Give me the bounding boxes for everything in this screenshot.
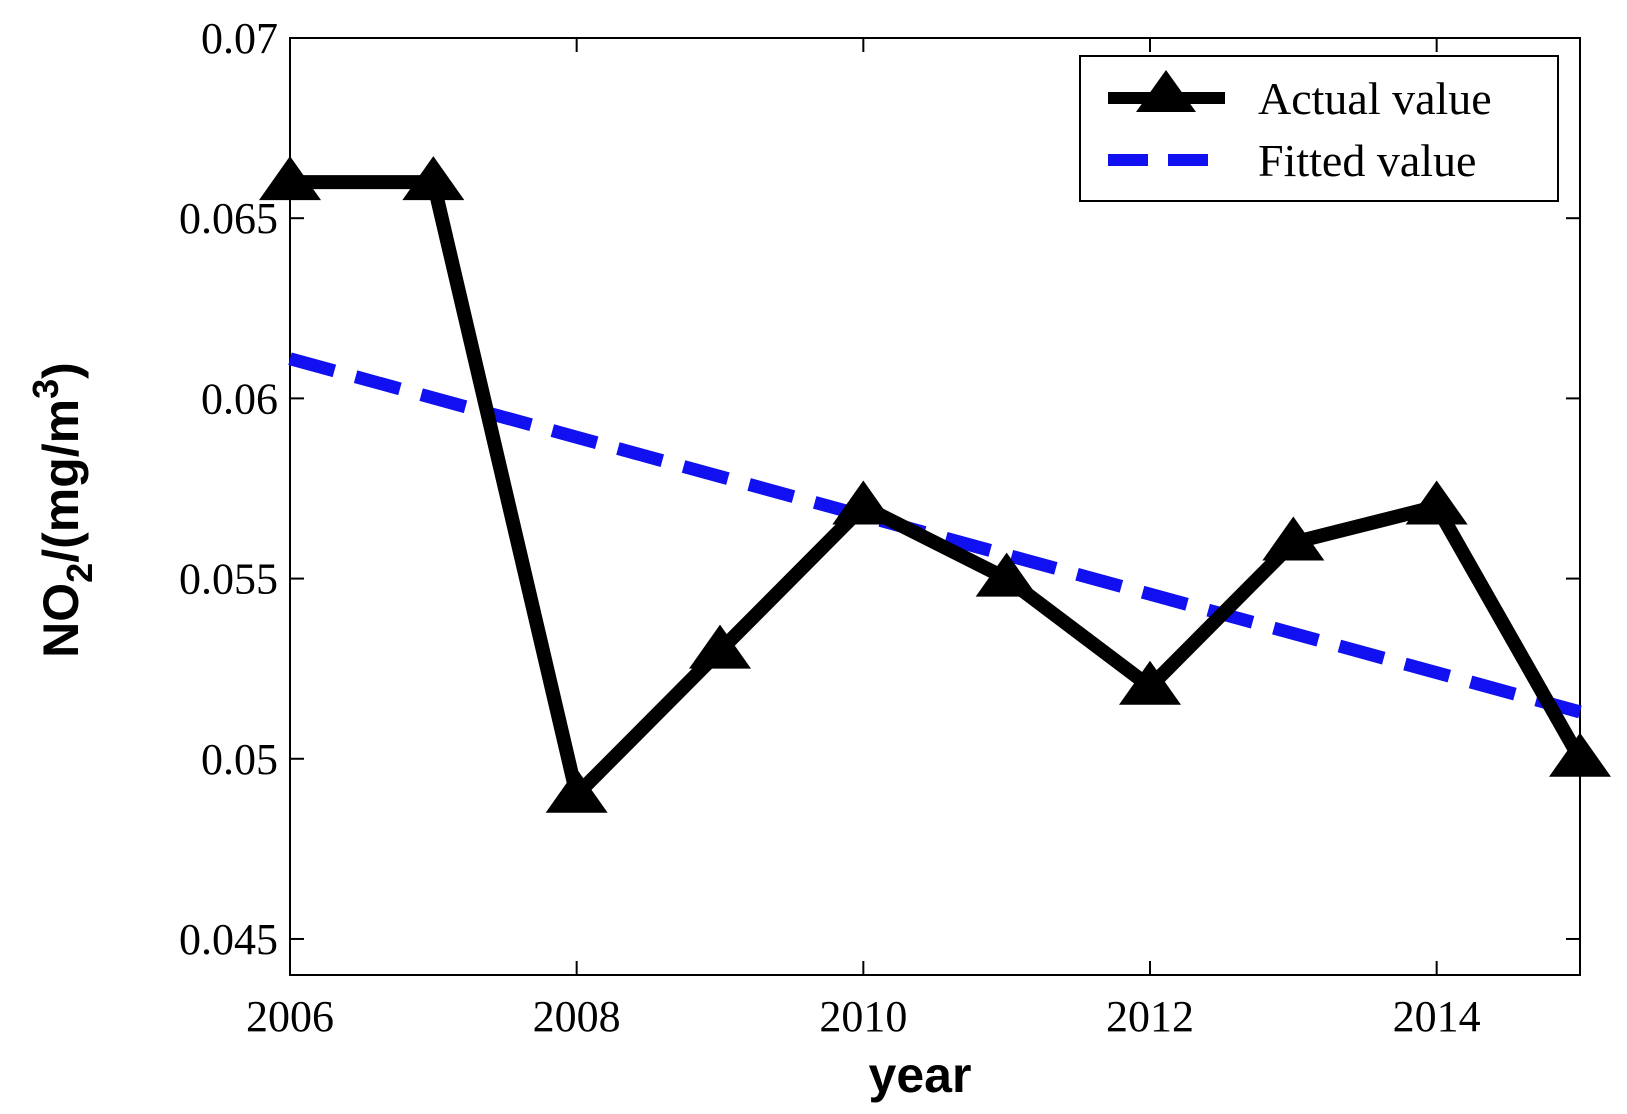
actual-value-point: [259, 156, 321, 201]
actual-value-point: [1405, 480, 1468, 525]
x-axis-title: year: [869, 1047, 972, 1103]
y-axis-title-unit: /(mg/m: [33, 399, 89, 563]
actual-value-point: [1549, 732, 1611, 777]
y-axis-title-close: ): [33, 362, 89, 379]
x-tick-label: 2012: [1106, 992, 1194, 1041]
axes-layer: 2006 2008 2010 2012 2014 0.045 0.05 0.055 0.06 0.…: [179, 14, 1581, 1041]
y-tick-label: 0.055: [179, 555, 278, 604]
actual-value-point: [1119, 660, 1181, 705]
y-axis-title: NO2/(mg/m3): [25, 362, 100, 658]
x-tick-label: 2008: [533, 992, 621, 1041]
series-fitted-value-line: [288, 352, 1582, 719]
x-tick-label: 2010: [819, 992, 907, 1041]
actual-value-point: [975, 552, 1038, 597]
y-tick-label: 0.045: [179, 915, 278, 964]
y-tick-label: 0.07: [201, 14, 278, 63]
y-axis-title-superscript: 3: [25, 379, 66, 399]
series-layer: [259, 156, 1611, 813]
x-tick-label: 2014: [1393, 992, 1481, 1041]
actual-value-point: [402, 156, 465, 201]
labels-layer: year NO2/(mg/m3): [25, 362, 971, 1103]
actual-value-point: [689, 624, 751, 669]
legend-actual-label: Actual value: [1258, 73, 1492, 124]
x-tick-label: 2006: [246, 992, 334, 1041]
legend: Actual value Fitted value: [1079, 55, 1559, 202]
y-tick-label: 0.05: [201, 735, 278, 784]
y-axis-title-subscript: 2: [59, 563, 100, 583]
plot-frame: [289, 37, 1581, 976]
y-tick-label: 0.06: [201, 374, 278, 423]
actual-value-point: [1262, 516, 1325, 561]
y-axis-title-main: NO: [33, 583, 89, 658]
series-actual-value-line: [290, 175, 1587, 809]
actual-value-point: [545, 768, 608, 813]
legend-actual-marker: [1136, 70, 1196, 112]
y-tick-label: 0.065: [179, 194, 278, 243]
legend-fitted-label: Fitted value: [1258, 135, 1476, 186]
actual-value-point: [832, 480, 895, 525]
